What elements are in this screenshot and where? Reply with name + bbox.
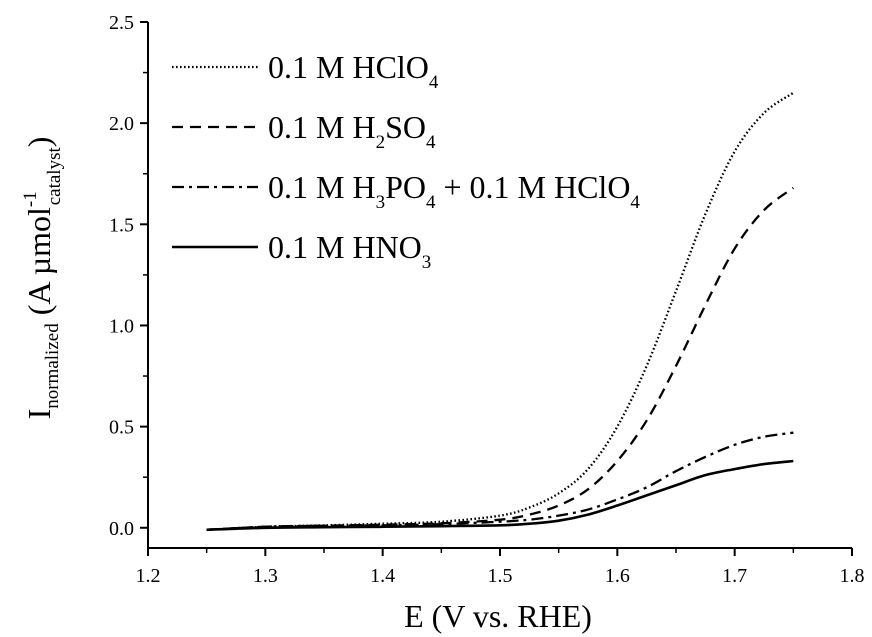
series-line-2 bbox=[206, 186, 795, 531]
x-tick-label: 1.6 bbox=[605, 565, 630, 587]
legend-label-1: 0.1 M HClO4 bbox=[268, 49, 439, 93]
legend-label-4: 0.1 M HNO3 bbox=[268, 229, 431, 273]
y-tick-label: 0.5 bbox=[109, 417, 134, 439]
x-tick-label: 1.8 bbox=[840, 565, 865, 587]
y-axis-title: Inormalized (A µmol-1 catalyst) bbox=[20, 137, 65, 420]
series-line-3 bbox=[206, 431, 794, 531]
series-lines bbox=[206, 91, 795, 532]
y-axis-ticks: 0.0 0.5 1.0 1.5 2.0 2.5 bbox=[109, 12, 148, 540]
y-tick-label: 2.5 bbox=[109, 12, 134, 34]
y-axis-title-subscript: normalized bbox=[42, 323, 63, 409]
legend: 0.1 M HClO4 0.1 M H2SO4 0.1 M H3PO4 + 0.1 … bbox=[172, 49, 640, 273]
y-tick-label: 0.0 bbox=[109, 518, 134, 540]
x-tick-label: 1.3 bbox=[253, 565, 278, 587]
x-axis-title: E (V vs. RHE) bbox=[404, 598, 592, 634]
legend-label-2: 0.1 M H2SO4 bbox=[268, 109, 436, 153]
x-tick-label: 1.7 bbox=[722, 565, 747, 587]
y-axis-title-superscript: -1 bbox=[20, 191, 41, 207]
y-axis-title-main: I bbox=[21, 409, 57, 420]
x-tick-label: 1.2 bbox=[136, 565, 161, 587]
y-tick-label: 1.0 bbox=[109, 315, 134, 337]
y-axis-title-unit-subscript: catalyst bbox=[44, 147, 65, 206]
x-axis-ticks: 1.2 1.3 1.4 1.5 1.6 1.7 1.8 bbox=[136, 548, 865, 587]
y-axis-title-close: ) bbox=[21, 137, 57, 148]
x-tick-label: 1.4 bbox=[370, 565, 395, 587]
legend-label-3: 0.1 M H3PO4 + 0.1 M HClO4 bbox=[268, 169, 640, 213]
y-axis-title-unit: (A µmol bbox=[21, 207, 57, 323]
series-line-4 bbox=[206, 459, 794, 532]
y-tick-label: 1.5 bbox=[109, 214, 134, 236]
series-line-1 bbox=[206, 91, 794, 531]
y-tick-label: 2.0 bbox=[109, 113, 134, 135]
plot-axes bbox=[147, 22, 852, 549]
x-tick-label: 1.5 bbox=[488, 565, 513, 587]
